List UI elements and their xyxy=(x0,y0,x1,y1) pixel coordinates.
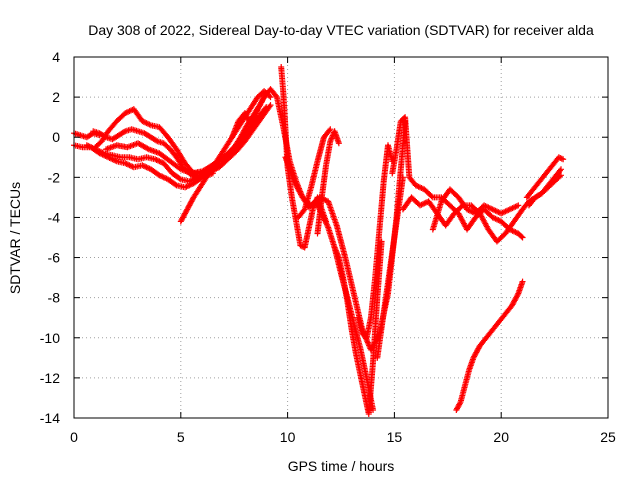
data-point xyxy=(515,202,522,209)
y-tick-label: -12 xyxy=(40,370,60,386)
data-point xyxy=(370,406,377,413)
y-tick-label: 0 xyxy=(52,129,60,145)
y-tick-label: -14 xyxy=(40,410,60,426)
series-arc-19 xyxy=(453,278,526,413)
series-arc-21 xyxy=(523,154,567,201)
chart-title: Day 308 of 2022, Sidereal Day-to-day VTE… xyxy=(88,22,594,38)
x-tick-labels: 0 5 10 15 20 25 xyxy=(70,429,616,445)
y-tick-label: -6 xyxy=(48,250,61,266)
axis-ticks xyxy=(73,56,609,419)
series-arc-22 xyxy=(525,172,565,209)
data-point xyxy=(556,173,563,180)
data-point xyxy=(558,166,565,173)
data-point xyxy=(326,127,333,134)
data-point xyxy=(428,193,435,200)
data-point xyxy=(558,172,565,179)
x-tick-label: 10 xyxy=(280,429,296,445)
series-arc-18 xyxy=(429,186,522,233)
data-point xyxy=(267,102,274,109)
y-tick-label: 4 xyxy=(52,49,60,65)
x-tick-label: 0 xyxy=(70,429,78,445)
data-point xyxy=(266,103,273,110)
grid-lines xyxy=(74,57,608,418)
data-point xyxy=(262,105,269,112)
y-tick-label: -2 xyxy=(48,169,61,185)
x-tick-label: 15 xyxy=(387,429,403,445)
series-arc-16 xyxy=(389,114,526,241)
data-point xyxy=(323,218,330,225)
data-point xyxy=(519,234,526,241)
data-point xyxy=(267,94,274,101)
data-point xyxy=(560,156,567,163)
y-tick-labels: -14 -12 -10 -8 -6 -4 -2 0 2 4 xyxy=(40,49,60,426)
series-arc-13 xyxy=(331,238,385,417)
x-tick-label: 5 xyxy=(177,429,185,445)
y-axis-label: SDTVAR / TECUs xyxy=(7,182,23,294)
data-point xyxy=(335,140,342,147)
series-arc-9 xyxy=(278,64,330,251)
data-point xyxy=(153,137,160,144)
data-point xyxy=(144,145,151,152)
y-tick-label: -4 xyxy=(48,209,61,225)
data-point xyxy=(556,167,563,174)
data-point xyxy=(172,181,179,188)
x-axis-label: GPS time / hours xyxy=(288,458,395,474)
data-point xyxy=(263,104,270,111)
y-tick-label: -8 xyxy=(48,290,61,306)
y-tick-label: -10 xyxy=(40,330,60,346)
series-arc-15 xyxy=(374,174,406,361)
series-arc-12 xyxy=(314,128,342,237)
data-points xyxy=(71,64,567,417)
data-point xyxy=(327,126,334,133)
data-point xyxy=(176,175,183,182)
data-point xyxy=(518,233,525,240)
data-point xyxy=(456,400,463,407)
data-point xyxy=(514,291,521,298)
data-point xyxy=(399,174,406,181)
series-arc-11 xyxy=(295,126,334,221)
data-point xyxy=(120,129,127,136)
x-tick-label: 20 xyxy=(493,429,509,445)
y-tick-label: 2 xyxy=(52,89,60,105)
plot-frame xyxy=(73,56,609,419)
x-tick-label: 25 xyxy=(600,429,616,445)
data-point xyxy=(519,278,526,285)
